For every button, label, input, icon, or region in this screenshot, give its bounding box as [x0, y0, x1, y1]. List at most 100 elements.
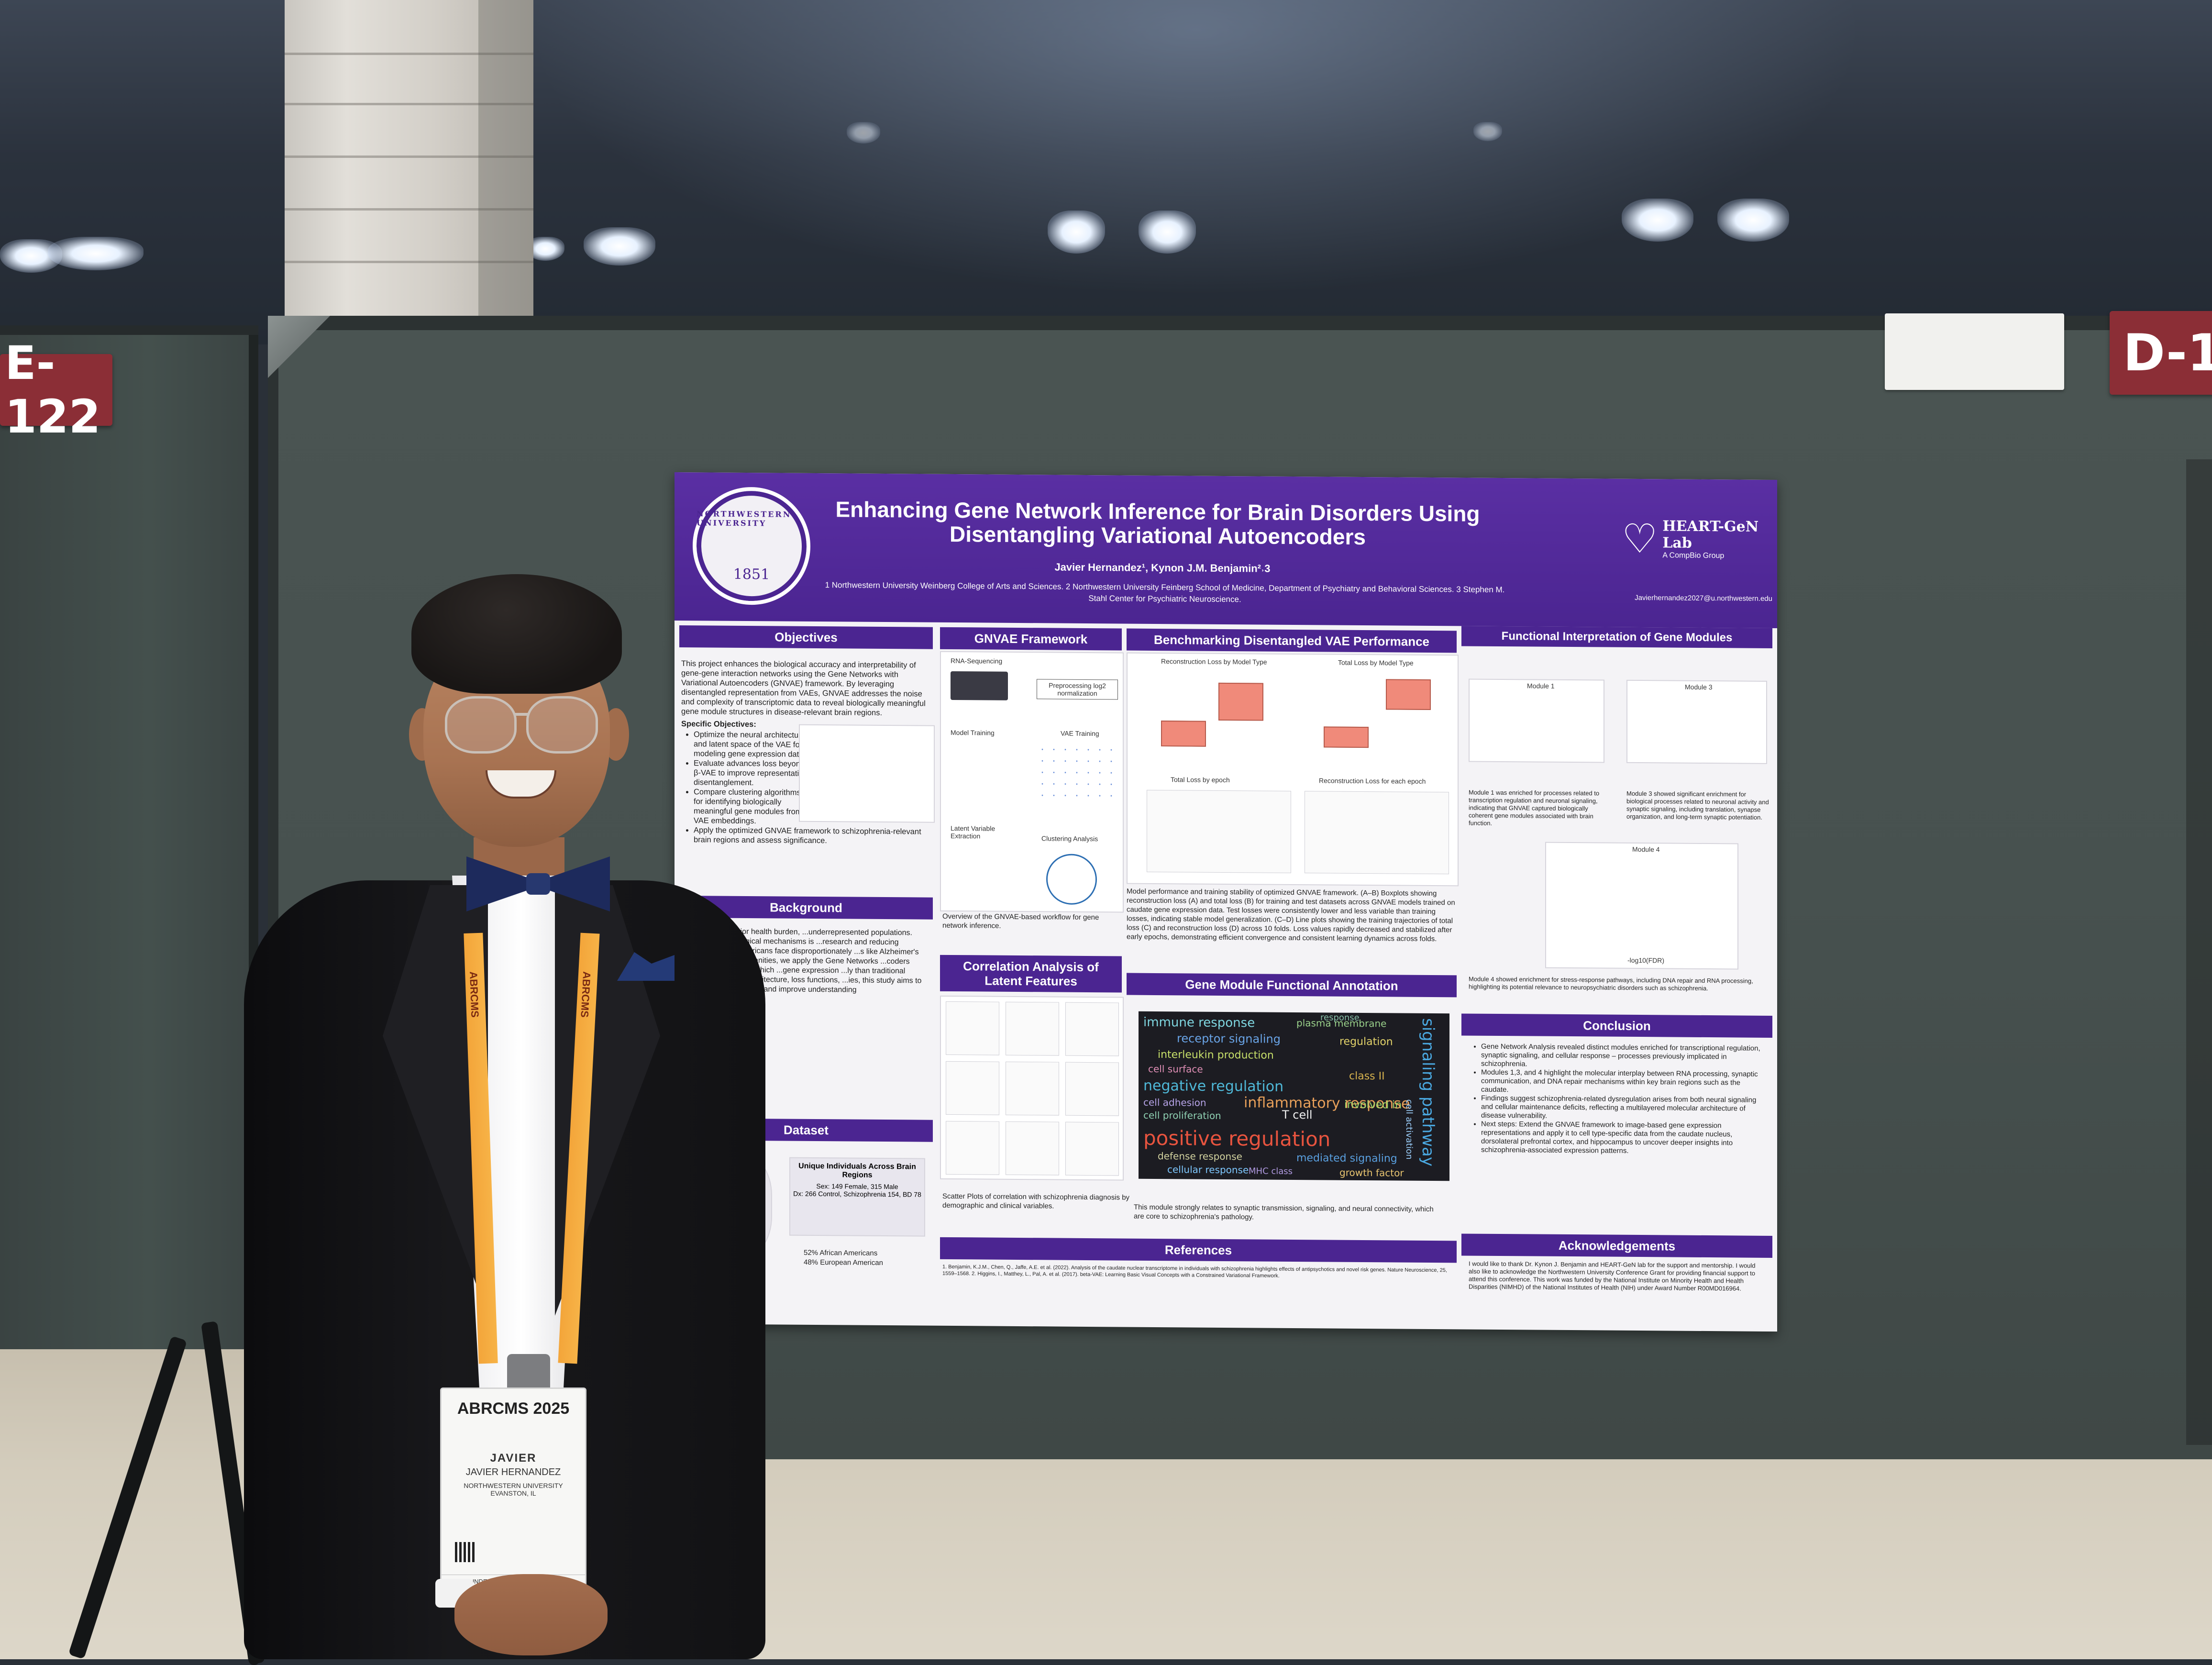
conclusion-text: Gene Network Analysis revealed distinct …: [1469, 1043, 1765, 1156]
wordcloud-word: immune response: [1143, 1015, 1255, 1031]
section-annotation: Gene Module Functional Annotation: [1127, 973, 1457, 998]
wordcloud-word: cell activation: [1404, 1099, 1414, 1160]
wordcloud-word: growth factor: [1339, 1166, 1404, 1179]
lab-subtitle: A CompBio Group: [1662, 551, 1725, 560]
ceiling-lamp: [1622, 199, 1693, 242]
boxplot-a1: [1161, 721, 1206, 747]
module3-label: Module 3: [1685, 683, 1713, 691]
badge-school: NORTHWESTERN UNIVERSITY: [464, 1482, 563, 1489]
references-text: 1. Benjamin, K.J.M., Chen, Q., Jaffe, A.…: [942, 1264, 1447, 1279]
glasses-lens-left: [445, 696, 517, 754]
correlation-scatter-grid: [940, 995, 1124, 1181]
section-functional: Functional Interpretation of Gene Module…: [1461, 626, 1772, 648]
ceiling-glow: [526, 0, 1866, 297]
poster-header: NORTHWESTERN UNIVERSITY 1851 Enhancing G…: [675, 472, 1777, 629]
section-correlation: Correlation Analysis of Latent Features: [940, 955, 1122, 993]
badge-city: EVANSTON, IL: [490, 1489, 536, 1497]
section-framework: GNVAE Framework: [940, 627, 1122, 651]
ceiling-lamp: [48, 237, 144, 270]
cluster-icon: [1046, 854, 1097, 905]
wordcloud-word: cellular response: [1167, 1164, 1249, 1176]
module1-text: Module 1 was enriched for processes rela…: [1469, 788, 1600, 827]
correlation-caption: Scatter Plots of correlation with schizo…: [942, 1192, 1130, 1210]
boxplot-a2: [1218, 682, 1263, 721]
module4-text: Module 4 showed enrichment for stress-re…: [1469, 975, 1753, 992]
dataset-pct-1: 52% African Americans: [804, 1248, 878, 1257]
author-email: Javierhernandez2027@u.northwestern.edu: [1635, 593, 1772, 603]
scatter-panel: [1065, 1062, 1119, 1116]
dataset-summary-box: Unique Individuals Across Brain Regions …: [789, 1157, 925, 1237]
lanyard-text: ABRCMS: [467, 971, 481, 1018]
framework-cluster: Clustering Analysis: [1041, 834, 1098, 843]
module3-text: Module 3 showed significant enrichment f…: [1626, 789, 1769, 821]
panel-c-title: Total Loss by epoch: [1171, 776, 1230, 784]
dataset-title: Unique Individuals Across Brain Regions: [798, 1162, 916, 1179]
badge-clip: [507, 1354, 550, 1392]
ceiling-lamp: [584, 227, 655, 266]
benchmark-caption: Model performance and training stability…: [1127, 887, 1455, 944]
scatter-panel: [1006, 1001, 1059, 1056]
sequencer-icon: [951, 671, 1008, 700]
wordcloud-word: receptor signaling: [1177, 1032, 1281, 1046]
presenter: ABRCMS ABRCMS ABRCMS 2025 JAVIER JAVIER …: [234, 569, 775, 1659]
framework-caption: Overview of the GNVAE-based workflow for…: [942, 912, 1099, 930]
glasses-lens-right: [526, 696, 598, 754]
scatter-panel: [1006, 1121, 1059, 1176]
seal-text: NORTHWESTERN UNIVERSITY: [697, 509, 792, 528]
section-benchmark: Benchmarking Disentangled VAE Performanc…: [1127, 628, 1457, 653]
wordcloud-word: cell surface: [1148, 1063, 1203, 1075]
ceiling-lamp: [1717, 199, 1789, 242]
conclusion-list: Gene Network Analysis revealed distinct …: [1469, 1043, 1765, 1156]
dataset-sex: Sex: 149 Female, 315 Male: [816, 1182, 898, 1191]
framework-latent: Latent Variable Extraction: [951, 824, 995, 840]
pillar-shadow: [478, 0, 533, 330]
panel-b-title: Total Loss by Model Type: [1338, 658, 1414, 667]
pillar: [285, 0, 533, 330]
hair: [411, 574, 622, 694]
ceiling-lamp: [847, 122, 880, 144]
scatter-panel: [1065, 1121, 1119, 1176]
gene-module-wordcloud: immune response plasma membrane receptor s…: [1139, 1011, 1449, 1181]
badge-first-name: JAVIER: [490, 1452, 537, 1465]
ceiling-lamp: [1473, 122, 1502, 141]
wordcloud-word: positive regulation: [1143, 1126, 1331, 1151]
framework-rna: RNA-Sequencing: [951, 656, 1003, 665]
wordcloud-word: regulation: [1339, 1035, 1393, 1048]
section-conclusion: Conclusion: [1461, 1013, 1772, 1038]
scatter-panel: [946, 1121, 999, 1175]
section-acknowledgements: Acknowledgements: [1461, 1233, 1772, 1258]
framework-model: Model Training: [951, 728, 995, 737]
module1-label: Module 1: [1527, 682, 1555, 690]
framework-diagram: RNA-Sequencing Preprocessing log2 normal…: [940, 651, 1124, 913]
ceiling-lamp: [1139, 211, 1196, 254]
research-poster: NORTHWESTERN UNIVERSITY 1851 Enhancing G…: [675, 472, 1777, 1332]
lab-logo: ♡ HEART-GeN Lab A CompBio Group: [1622, 512, 1765, 566]
list-item: Gene Network Analysis revealed distinct …: [1481, 1043, 1765, 1070]
dataset-dx: Dx: 266 Control, Schizophrenia 154, BD 7…: [793, 1189, 921, 1199]
qr-code-icon: [455, 1542, 475, 1562]
scatter-panel: [946, 1001, 999, 1055]
list-item: Modules 1,3, and 4 highlight the molecul…: [1481, 1068, 1765, 1096]
objectives-figure: [799, 724, 935, 823]
wordcloud-word: MHC class: [1249, 1166, 1293, 1177]
wordcloud-word: response: [1320, 1012, 1360, 1023]
ceiling-lamp: [1048, 211, 1105, 254]
framework-preprocess: Preprocessing log2 normalization: [1037, 679, 1118, 700]
board-shadow: [2186, 459, 2212, 1445]
scatter-panel: [1065, 1002, 1119, 1056]
lab-name: HEART-GeN Lab: [1662, 518, 1759, 552]
wordcloud-word: negative regulation: [1143, 1077, 1284, 1095]
dataset-pct-2: 48% European American: [804, 1258, 883, 1267]
line-plot-c: [1147, 789, 1291, 873]
left-display-board: [0, 335, 258, 1349]
lanyard-text: ABRCMS: [578, 971, 593, 1018]
module4-label: Module 4: [1632, 845, 1660, 854]
badge-conference: ABRCMS 2025: [457, 1399, 570, 1418]
name-badge: ABRCMS 2025 JAVIER JAVIER HERNANDEZ NORT…: [440, 1388, 586, 1596]
line-plot-d: [1305, 791, 1449, 875]
wordcloud-word: cell proliferation: [1143, 1109, 1221, 1121]
wordcloud-word: cell adhesion: [1143, 1096, 1206, 1109]
list-item: Findings suggest schizophrenia-related d…: [1481, 1094, 1765, 1122]
benchmark-figure: Reconstruction Loss by Model Type Total …: [1127, 652, 1459, 887]
glasses-bridge: [514, 713, 528, 716]
